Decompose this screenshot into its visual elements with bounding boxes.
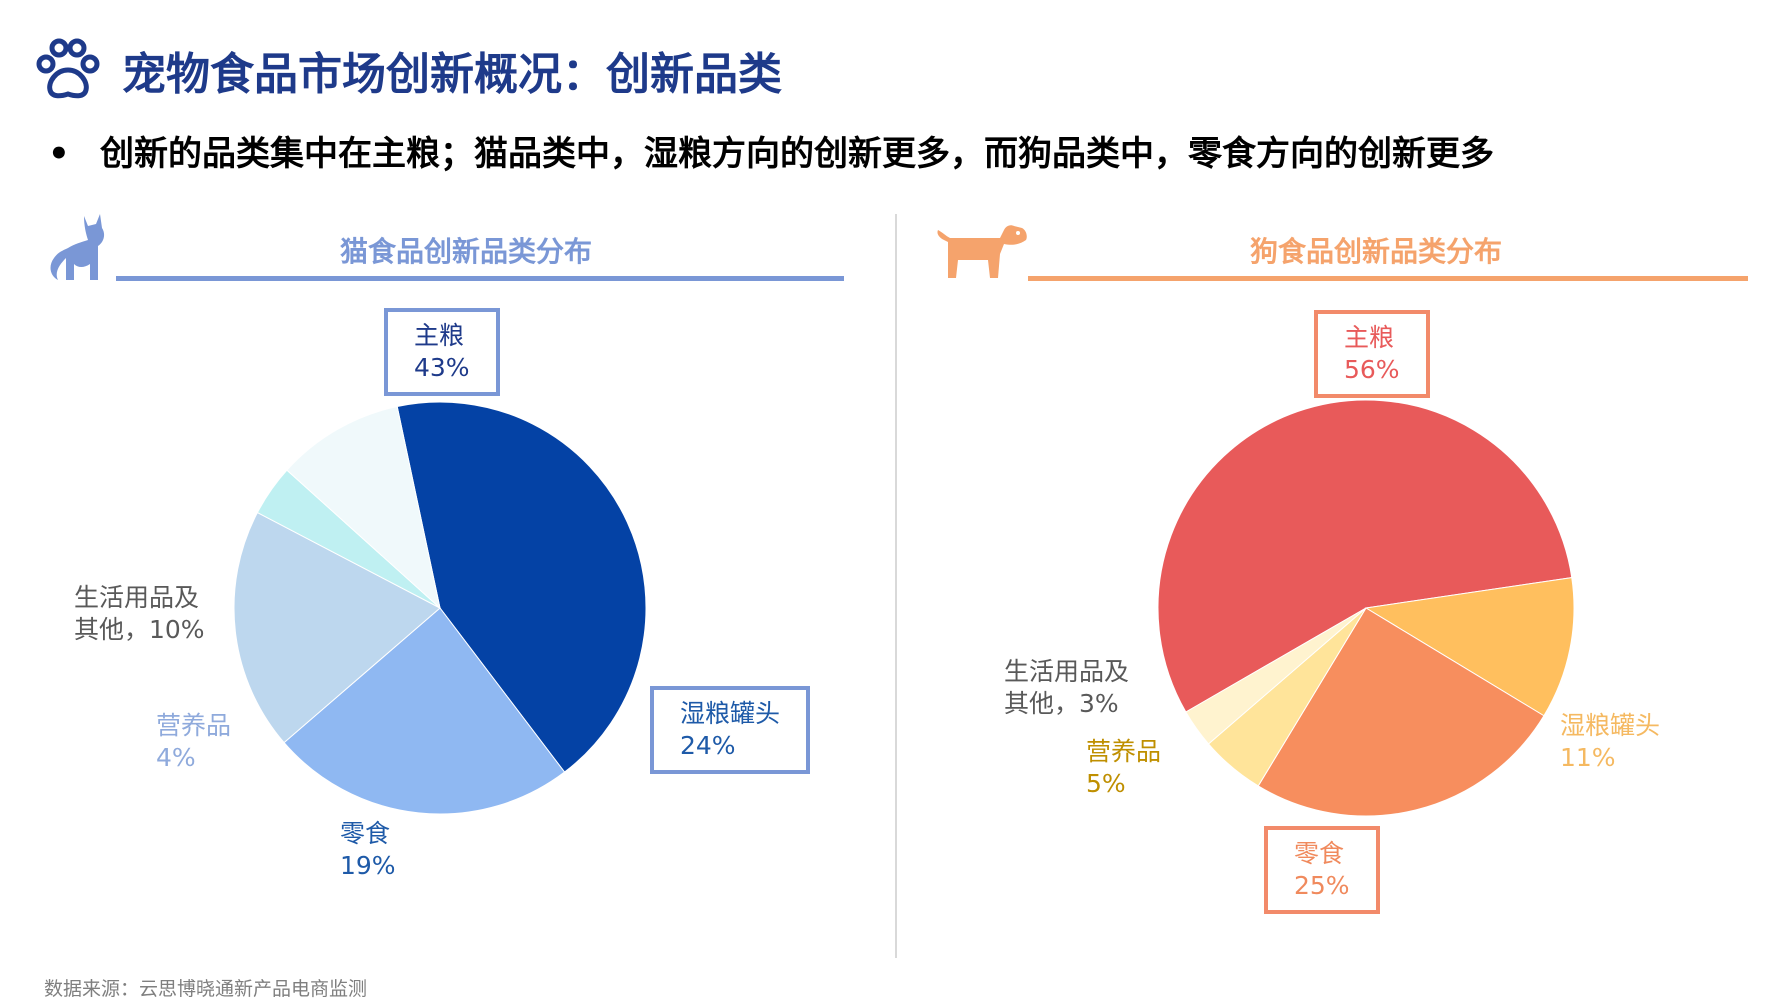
- cat-pie-label-value-2: 19%: [340, 851, 396, 880]
- cat-pie-label-name-3: 营养品: [156, 711, 232, 740]
- cat-pie-label-4: 生活用品及其他，10%: [74, 582, 205, 646]
- dog-pie-label-1: 湿粮罐头 11%: [1560, 710, 1660, 774]
- cat-pie-label-1: 湿粮罐头 24%: [650, 686, 811, 774]
- dog-pie-label-value-4: 其他，3%: [1004, 689, 1119, 718]
- dog-pie-label-2: 零食 25%: [1264, 826, 1380, 914]
- cat-pie-label-value-1: 24%: [680, 731, 736, 760]
- cat-pie-label-0: 主粮 43%: [384, 308, 500, 396]
- cat-pie-label-2: 零食 19%: [340, 818, 396, 882]
- paw-icon: [36, 38, 100, 99]
- dog-pie-slice-1: [1364, 577, 1575, 717]
- dog-pie-label-name-3: 营养品: [1086, 737, 1162, 766]
- cat-icon: [50, 214, 105, 280]
- dog-pie-label-4: 生活用品及其他，3%: [1004, 656, 1129, 720]
- dog-pie-label-value-0: 56%: [1344, 355, 1400, 384]
- dog-icon: [937, 225, 1027, 278]
- cat-pie-label-name-1: 湿粮罐头: [680, 699, 781, 728]
- source-note: 数据来源：云思博晓通新产品电商监测: [44, 978, 368, 1000]
- cat-pie-label-name-4: 生活用品及: [74, 583, 200, 612]
- panel-divider: [895, 214, 897, 958]
- cat-pie-label-3: 营养品 4%: [156, 710, 231, 774]
- dog-pie-slice-0: [1157, 399, 1573, 713]
- summary-bullet: • 创新的品类集中在主粮；猫品类中，湿粮方向的创新更多，而狗品类中，零食方向的创新…: [48, 126, 1494, 175]
- dog-pie-label-3: 营养品 5%: [1086, 736, 1161, 800]
- cat-pie-label-value-0: 43%: [414, 353, 470, 382]
- cat-pie-label-value-3: 4%: [156, 743, 196, 772]
- cat-pie-label-value-4: 其他，10%: [74, 615, 205, 644]
- dog-pie-label-name-4: 生活用品及: [1004, 657, 1130, 686]
- cat-pie-slice-2: [233, 511, 441, 744]
- cat-pie-slice-0: [396, 401, 647, 773]
- dog-title-underline: [1028, 276, 1748, 281]
- dog-pie-label-0: 主粮 56%: [1314, 310, 1430, 398]
- dog-pie-label-value-1: 11%: [1560, 743, 1616, 772]
- cat-pie-label-name-0: 主粮: [414, 321, 465, 350]
- cat-pie-label-name-2: 零食: [340, 819, 391, 848]
- cat-pie-slice-1: [283, 607, 566, 815]
- dog-pie-slice-4: [1185, 607, 1367, 745]
- dog-pie-label-name-2: 零食: [1294, 839, 1345, 868]
- bullet-dot: •: [48, 134, 70, 174]
- page-title: 宠物食品市场创新概况：创新品类: [122, 49, 782, 100]
- dog-pie-label-value-3: 5%: [1086, 769, 1126, 798]
- dog-chart-title: 狗食品创新品类分布: [1250, 235, 1503, 268]
- dog-pie-label-name-1: 湿粮罐头: [1560, 711, 1661, 740]
- cat-title-underline: [116, 276, 844, 281]
- summary-text: 创新的品类集中在主粮；猫品类中，湿粮方向的创新更多，而狗品类中，零食方向的创新更…: [100, 134, 1494, 174]
- dog-pie-slice-2: [1257, 607, 1545, 817]
- cat-chart-title: 猫食品创新品类分布: [340, 235, 593, 268]
- dog-pie-label-name-0: 主粮: [1344, 323, 1395, 352]
- cat-pie-slice-4: [286, 405, 441, 610]
- dog-pie-label-value-2: 25%: [1294, 871, 1350, 900]
